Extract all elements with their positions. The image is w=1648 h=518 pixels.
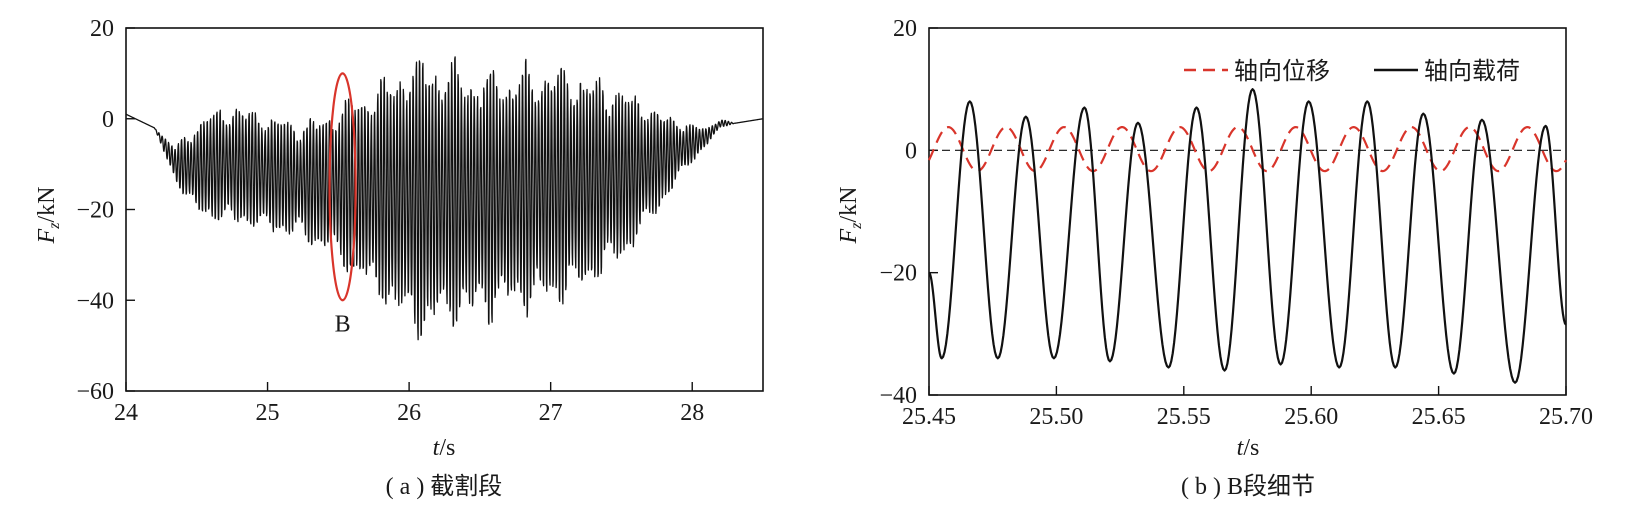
x-tick-label-b: 25.70: [1539, 404, 1593, 430]
x-tick-label-a: 27: [539, 400, 563, 426]
annotation-ellipse-b: [328, 72, 357, 302]
y-tick-label-b: −40: [879, 383, 917, 409]
y-label-unit-a: /kN: [34, 187, 60, 223]
x-ticks-b: 25.45 25.50 25.55 25.60 25.65 25.70: [902, 386, 1593, 430]
series-group-b: [928, 88, 1567, 384]
series-line-load: [928, 88, 1567, 384]
y-label-sub-a: z: [46, 222, 63, 230]
x-tick-label-b: 25.60: [1284, 404, 1338, 430]
signal-line-a: [125, 56, 764, 341]
plot-frame-b: [928, 27, 1567, 396]
x-axis-label-b: t/s: [1237, 435, 1260, 461]
x-axis-label-a: t/s: [433, 435, 456, 461]
x-tick-label-a: 25: [256, 400, 280, 426]
x-tick-label-a: 24: [114, 400, 138, 426]
x-label-unit-b: /s: [1243, 435, 1259, 461]
x-tick-label-b: 25.45: [902, 404, 956, 430]
y-tick-label-b: 20: [893, 16, 917, 42]
x-label-var-b: t: [1237, 435, 1245, 461]
x-label-unit-a: /s: [439, 435, 455, 461]
x-label-var-a: t: [433, 435, 441, 461]
y-tick-label-b: −20: [879, 261, 917, 287]
y-tick-label-a: −60: [76, 379, 114, 405]
y-tick-label-a: 20: [90, 16, 114, 42]
caption-a: ( a ) 截割段: [386, 473, 503, 500]
panel-a: 20 0 −20 −40 −60 24 25 26 27 28 B Fz/kN t/s ( a …: [34, 16, 764, 500]
legend-label-load: 轴向载荷: [1424, 58, 1520, 85]
series-line-displacement: [928, 125, 1567, 173]
x-tick-label-b: 25.55: [1157, 404, 1211, 430]
y-axis-label-b: Fz/kN: [836, 187, 865, 245]
y-label-unit-b: /kN: [836, 187, 862, 223]
y-ticks-a: 20 0 −20 −40 −60: [76, 16, 135, 405]
y-label-var-b: F: [836, 228, 862, 244]
x-tick-label-b: 25.50: [1029, 404, 1083, 430]
legend-b: 轴向位移 轴向载荷: [1184, 58, 1520, 85]
x-tick-label-a: 28: [680, 400, 704, 426]
y-label-var-a: F: [34, 228, 60, 244]
y-tick-label-b: 0: [905, 138, 917, 164]
y-ticks-b: 20 0 −20 −40: [879, 16, 938, 409]
panel-b: 20 0 −20 −40 25.45 25.50 25.55 25.60 25.65 25.70…: [836, 16, 1593, 500]
caption-b: ( b ) B段细节: [1181, 473, 1315, 500]
annotation-group-a: B: [328, 72, 357, 337]
y-tick-label-a: −20: [76, 198, 114, 224]
legend-label-displacement: 轴向位移: [1234, 58, 1330, 85]
annotation-label-b: B: [335, 311, 351, 337]
x-ticks-a: 24 25 26 27 28: [114, 382, 704, 426]
y-tick-label-a: 0: [102, 107, 114, 133]
x-tick-label-a: 26: [397, 400, 421, 426]
x-tick-label-b: 25.65: [1412, 404, 1466, 430]
y-axis-label-a: Fz/kN: [34, 187, 63, 245]
y-label-sub-b: z: [848, 222, 865, 230]
y-tick-label-a: −40: [76, 288, 114, 314]
series-group-a: [125, 56, 764, 341]
